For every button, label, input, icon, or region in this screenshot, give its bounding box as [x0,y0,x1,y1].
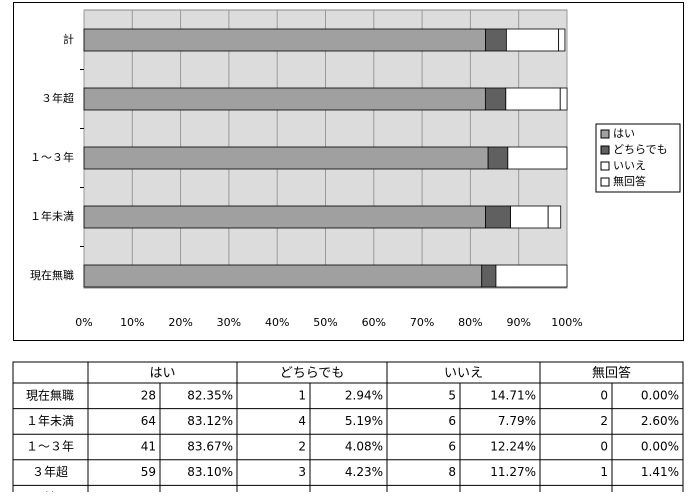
bar-segment [83,87,486,111]
table-cell: 2 [298,440,306,454]
x-tick-label: 40% [265,316,289,329]
bar-segment [559,87,568,111]
table-cell: 7.79% [498,414,536,428]
table-header: 無回答 [592,365,631,381]
row-label: ３年超 [32,464,68,479]
x-tick-label: 60% [362,316,386,329]
x-tick-label: 50% [313,316,337,329]
table-cell: 6 [448,440,456,454]
bar-segment [510,205,549,229]
table-cell: 2 [600,414,608,428]
legend-label: 無回答 [613,174,646,188]
table-cell: 41 [141,440,156,454]
table-cell: 83.12% [187,414,233,428]
table-cell: 1.41% [641,465,679,479]
y-tick-label: 現在無職 [30,268,74,282]
bar-segment [505,28,560,52]
row-label: １～３年 [26,440,74,454]
table-cell: 12.24% [490,440,536,454]
bar-segment [484,87,507,111]
legend-swatch [600,145,610,155]
table-cell: 0.00% [641,388,679,402]
table-cell: 3 [298,465,306,479]
legend-label: どちらでも [613,143,668,156]
bar-segment [83,205,486,229]
table-cell: 4 [298,414,306,428]
legend-label: はい [613,127,635,140]
table-cell: 1 [600,465,608,479]
x-tick-label: 30% [217,316,241,329]
bar-segment [485,28,507,52]
table-cell: 14.71% [490,388,536,402]
table-cell: 2.60% [641,414,679,428]
bar-segment [83,146,489,170]
table-frame [12,361,684,496]
bar-segment [83,264,483,288]
table-cell: 2.94% [345,388,383,402]
x-tick-label: 10% [120,316,144,329]
bar-segment [83,28,486,52]
x-tick-label: 20% [168,316,192,329]
table-cell: 64 [141,414,156,428]
table-cell: 0.00% [641,440,679,454]
y-tick-label: １年未満 [30,209,74,223]
bar-segment [495,264,568,288]
table-cell: 82.35% [187,388,233,402]
row-label: 現在無職 [26,387,74,402]
bar-segment [481,264,497,288]
legend-box [595,123,681,193]
table-cell: 83.10% [187,465,233,479]
table-cell: 0 [600,440,608,454]
row-label: １年未満 [26,414,74,428]
table-cell: 5 [448,388,456,402]
legend-swatch [600,129,610,139]
table-cell: 28 [141,388,156,402]
legend-swatch [600,161,610,171]
table-cell: 1 [298,388,306,402]
bar-segment [505,87,561,111]
y-tick-label: 計 [63,32,74,46]
y-tick-label: １～３年 [30,150,74,164]
bar-segment [485,205,511,229]
table-cell: 4.23% [345,465,383,479]
bar-segment [558,28,566,52]
bar-segment [487,146,509,170]
table-cell: 83.67% [187,440,233,454]
x-tick-label: 0% [75,316,92,329]
table-cell: 5.19% [345,414,383,428]
table-header: どちらでも [280,366,345,381]
table-header: はい [149,366,175,381]
x-tick-label: 100% [551,316,582,329]
table-cell: 0 [600,388,608,402]
x-tick-label: 70% [410,316,434,329]
legend-swatch [600,177,610,187]
bar-segment [547,205,562,229]
table-cell: 11.27% [490,465,536,479]
table-cell: 59 [141,465,156,479]
table-cell: 8 [448,465,456,479]
bar-segment [507,146,568,170]
table-cell: 4.08% [345,440,383,454]
x-tick-label: 80% [458,316,482,329]
legend-label: いいえ [613,159,646,172]
x-tick-label: 90% [506,316,530,329]
table-cell: 6 [448,414,456,428]
table-header: いいえ [444,366,483,381]
y-tick-label: ３年超 [41,91,74,105]
